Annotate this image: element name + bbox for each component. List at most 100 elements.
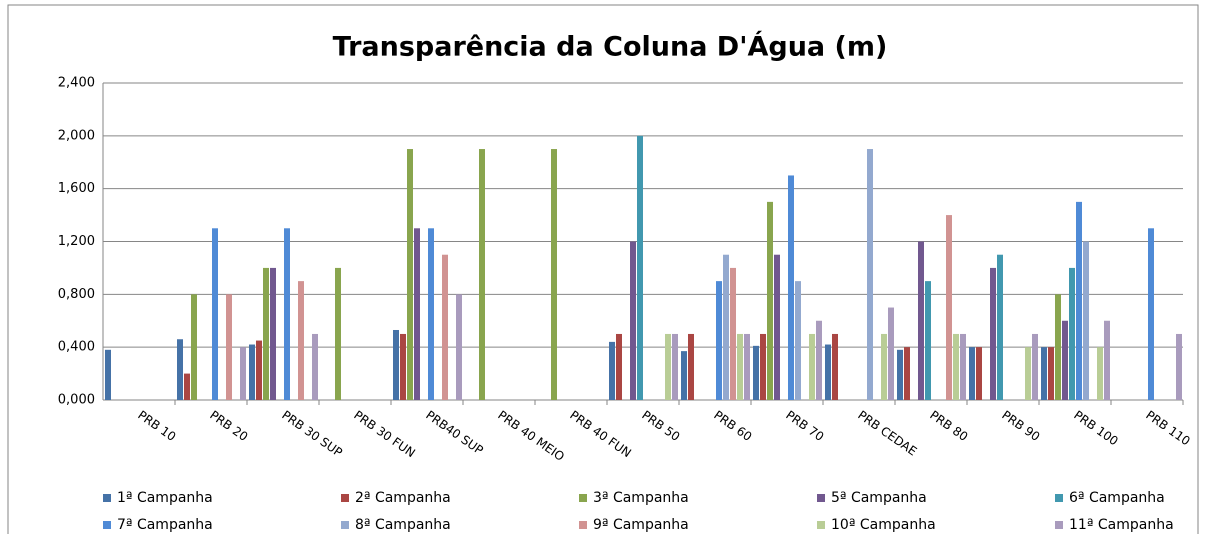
bar [788,175,794,400]
bar [918,241,924,400]
bar [551,149,557,400]
bar [1032,333,1038,400]
bar [723,254,729,400]
bar [774,254,780,400]
chart-frame [7,4,1199,534]
x-tick-label: PRB CEDAE [855,408,919,459]
x-tick-label: PRB 90 [999,408,1042,444]
bar [284,228,290,400]
bar [1041,347,1047,400]
legend-label: 5ª Campanha [831,490,927,506]
bar [400,333,406,400]
legend-label: 9ª Campanha [593,517,689,533]
legend-swatch [817,521,825,529]
legend-swatch [103,521,111,529]
bar [256,340,262,400]
bar [681,351,687,400]
legend-label: 1ª Campanha [117,490,213,506]
bar [1083,241,1089,400]
x-tick-label: PRB 40 FUN [567,408,633,460]
bar [832,333,838,400]
bar [946,215,952,400]
bar [760,333,766,400]
bar [953,333,959,400]
bar [1062,320,1068,400]
bar [825,344,831,400]
bar [730,267,736,400]
legend-swatch [579,494,587,502]
bar [753,345,759,400]
bar [997,254,1003,400]
bar [479,149,485,400]
bar [897,349,903,400]
bar [960,333,966,400]
legend-label: 6ª Campanha [1069,490,1165,506]
bar [312,333,318,400]
bar [1069,267,1075,400]
bar [737,333,743,400]
bar [767,201,773,400]
bar [1104,320,1110,400]
bar [212,228,218,400]
legend-swatch [341,521,349,529]
bar [976,347,982,400]
bar [191,294,197,400]
x-tick-label: PRB 10 [135,408,178,444]
legend-swatch [579,521,587,529]
bar [335,267,341,400]
x-tick-label: PRB 80 [927,408,970,444]
bar [881,333,887,400]
bar [816,320,822,400]
x-tick-label: PRB 100 [1071,408,1120,448]
legend-label: 8ª Campanha [355,517,451,533]
legend-swatch [103,494,111,502]
bar [672,333,678,400]
bar [1025,347,1031,400]
bar [456,294,462,400]
legend-swatch [1055,494,1063,502]
bar [1055,294,1061,400]
y-tick-label: 2,000 [58,128,95,143]
y-tick-label: 0,000 [58,393,95,408]
x-tick-label: PRB40 SUP [423,408,486,458]
legend-label: 11ª Campanha [1069,517,1174,533]
legend-swatch [817,494,825,502]
bar [688,333,694,400]
x-tick-label: PRB 30 FUN [351,408,417,460]
x-tick-label: PRB 30 SUP [279,408,345,460]
x-tick-label: PRB 70 [783,408,826,444]
bar [630,241,636,400]
bar [1097,347,1103,400]
bar [1048,347,1054,400]
bar [105,349,111,400]
bar [716,281,722,400]
bar [969,347,975,400]
bar [809,333,815,400]
bar [240,347,246,400]
bar [270,267,276,400]
bar [888,307,894,400]
bar [226,294,232,400]
y-tick-label: 1,600 [58,181,95,196]
bar [795,281,801,400]
bar [609,341,615,400]
legend-swatch [1055,521,1063,529]
bar [393,329,399,400]
bar [1076,201,1082,400]
bar [263,267,269,400]
y-tick-label: 1,200 [58,234,95,249]
bar [414,228,420,400]
legend-label: 10ª Campanha [831,517,936,533]
legend-swatch [341,494,349,502]
bar [665,333,671,400]
legend-label: 2ª Campanha [355,490,451,506]
bar [407,149,413,400]
y-tick-label: 2,400 [58,76,95,91]
bar [990,267,996,400]
y-tick-label: 0,400 [58,340,95,355]
bar [616,333,622,400]
bar [177,339,183,400]
bar [442,254,448,400]
bar [637,135,643,401]
